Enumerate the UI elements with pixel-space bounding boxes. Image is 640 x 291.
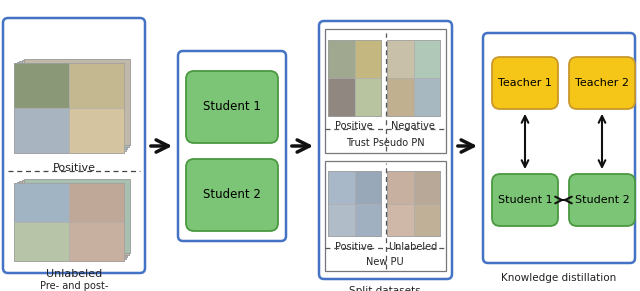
Bar	[328, 40, 381, 116]
Bar	[14, 222, 69, 261]
Bar	[14, 183, 124, 261]
Text: Student 2: Student 2	[203, 189, 261, 201]
Bar	[355, 203, 381, 236]
Bar	[413, 78, 440, 116]
Bar	[413, 40, 440, 78]
Bar	[14, 108, 69, 153]
Text: Unlabeled: Unlabeled	[46, 269, 102, 279]
Text: Knowledge distillation: Knowledge distillation	[501, 273, 616, 283]
Bar	[14, 63, 69, 108]
Bar	[355, 78, 381, 116]
Bar	[14, 63, 124, 153]
Text: Trust Pseudo PN: Trust Pseudo PN	[346, 138, 424, 148]
Bar	[387, 203, 413, 236]
FancyBboxPatch shape	[483, 33, 635, 263]
Text: Positive: Positive	[52, 163, 95, 173]
FancyBboxPatch shape	[319, 21, 452, 279]
Bar	[387, 171, 413, 203]
FancyBboxPatch shape	[569, 57, 635, 109]
Bar	[69, 63, 124, 108]
Text: Positive: Positive	[335, 121, 373, 131]
FancyBboxPatch shape	[186, 159, 278, 231]
Bar	[328, 78, 355, 116]
FancyBboxPatch shape	[492, 57, 558, 109]
Bar	[413, 171, 440, 203]
Bar	[69, 183, 124, 222]
Bar	[387, 40, 413, 78]
Text: Split datasets: Split datasets	[349, 286, 421, 291]
Text: Student 1: Student 1	[498, 195, 552, 205]
Bar	[17, 62, 125, 151]
Bar	[328, 171, 381, 236]
FancyBboxPatch shape	[178, 51, 286, 241]
Text: Pre- and post-
events RGB: Pre- and post- events RGB	[40, 281, 108, 291]
Bar	[22, 60, 129, 147]
FancyBboxPatch shape	[569, 174, 635, 226]
FancyBboxPatch shape	[186, 71, 278, 143]
Bar	[325, 161, 446, 271]
Text: Negative: Negative	[391, 121, 435, 131]
Text: Teacher 2: Teacher 2	[575, 78, 629, 88]
Bar	[355, 40, 381, 78]
Bar	[387, 78, 413, 116]
Text: Teacher 1: Teacher 1	[498, 78, 552, 88]
Text: Unlabeled: Unlabeled	[388, 242, 438, 252]
Bar	[22, 180, 129, 255]
Bar	[24, 179, 130, 253]
Bar	[355, 171, 381, 203]
Bar	[69, 108, 124, 153]
Text: Student 1: Student 1	[203, 100, 261, 113]
Bar	[413, 203, 440, 236]
Bar	[328, 203, 355, 236]
Bar	[14, 183, 124, 261]
Bar	[387, 40, 440, 116]
Bar	[19, 61, 127, 149]
Bar	[14, 63, 124, 153]
Bar	[17, 182, 125, 259]
Text: New PU: New PU	[366, 257, 404, 267]
Bar	[328, 171, 355, 203]
Bar	[325, 29, 446, 153]
Bar	[19, 181, 127, 257]
Bar	[24, 59, 130, 145]
FancyBboxPatch shape	[492, 174, 558, 226]
FancyBboxPatch shape	[3, 18, 145, 273]
Bar	[69, 222, 124, 261]
Text: Student 2: Student 2	[575, 195, 629, 205]
Bar	[328, 40, 355, 78]
Bar	[14, 183, 69, 222]
Bar	[387, 171, 440, 236]
Text: Positive: Positive	[335, 242, 373, 252]
